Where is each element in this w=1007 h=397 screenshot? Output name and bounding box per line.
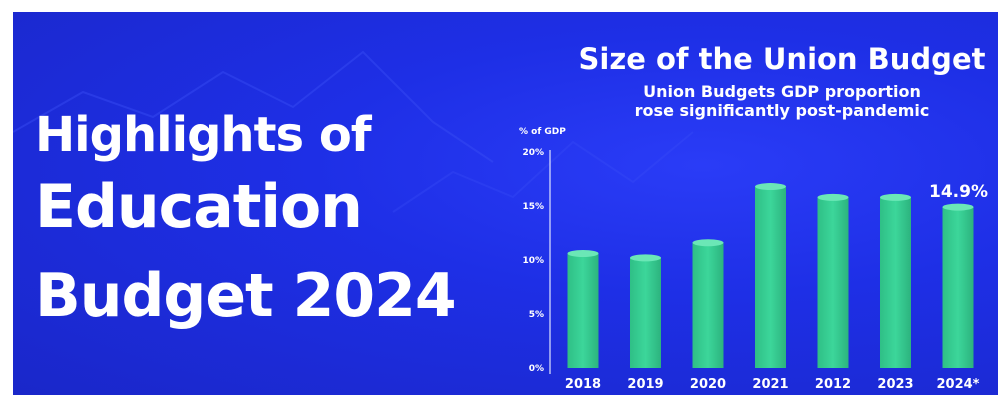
chart-subtitle-line-1: Union Budgets GDP proportion [643,82,921,101]
x-tick-label: 2012 [815,377,851,392]
bar [630,257,661,368]
bar [692,242,724,368]
chart-subtitle-line-2: rose significantly post-pandemic [634,101,930,120]
y-tick-label: 15% [522,202,544,212]
bar [942,207,974,368]
y-axis-label: % of GDP [519,127,566,137]
headline-line-2: Education [35,172,363,242]
bar-cap [692,239,724,247]
x-tick-label: 2018 [565,377,601,392]
x-tick-label: 2019 [627,377,663,392]
x-tick-label: 2024* [937,377,980,392]
bar-cap [755,183,786,191]
y-tick-label: 5% [529,310,544,320]
bar [880,197,911,368]
bar-cap [817,193,849,201]
bar-chart: % of GDP 0% 5% 10% 15% 20% 2018 2019 2020 2021 201… [519,127,988,392]
background-decoration [13,50,694,213]
bar [817,197,849,368]
y-tick-label: 10% [522,256,544,266]
headline-line-1: Highlights of [35,107,372,163]
y-tick-label: 20% [522,148,544,158]
bar-cap [942,203,974,211]
x-tick-label: 2020 [690,377,726,392]
y-tick-label: 0% [529,364,544,374]
bar-cap [880,193,911,201]
bar-cap [567,250,599,258]
headline-line-3: Budget 2024 [35,261,457,331]
x-tick-label: 2023 [877,377,913,392]
x-tick-label: 2021 [752,377,788,392]
bar [567,253,599,368]
bar-cap [630,254,661,262]
bar [755,186,786,368]
banner: Highlights of Education Budget 2024 Size… [13,12,998,395]
data-label: 14.9% [929,182,988,202]
chart-title: Size of the Union Budget [578,42,986,76]
